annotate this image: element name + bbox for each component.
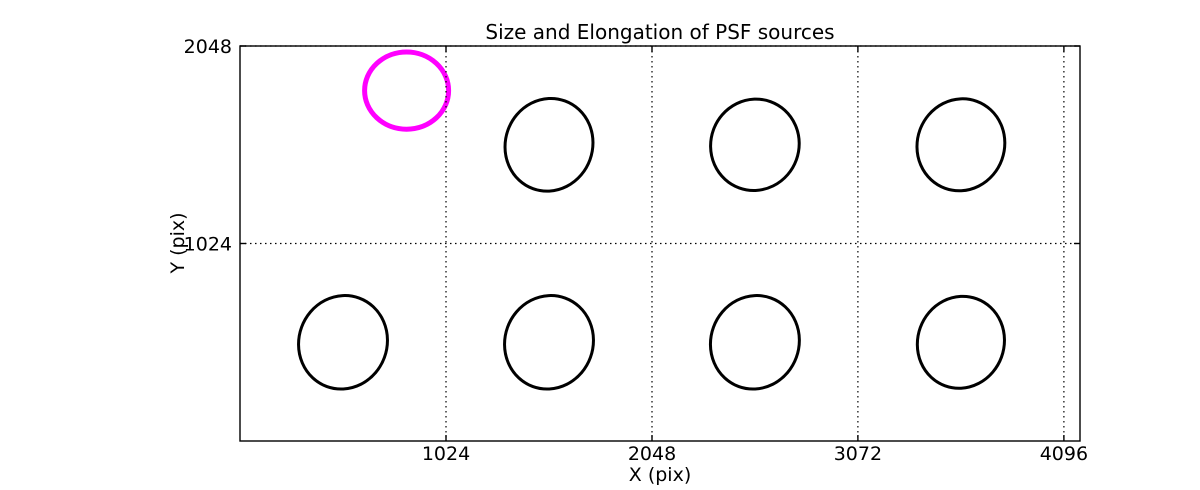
psf-ellipse xyxy=(915,97,1007,193)
tick-labels-layer: 1024 2048 3072 4096 1024 2048 xyxy=(184,36,1088,465)
psf-ellipse-highlighted xyxy=(362,49,452,132)
x-tick-label-3072: 3072 xyxy=(834,443,882,465)
ellipses-layer xyxy=(297,49,1007,391)
plot-title: Size and Elongation of PSF sources xyxy=(485,20,834,44)
psf-ellipse xyxy=(915,294,1006,390)
ticks-layer xyxy=(240,45,1080,441)
psf-ellipse xyxy=(708,294,801,391)
y-axis-label: Y (pix) xyxy=(167,212,189,274)
x-tick-label-1024: 1024 xyxy=(422,443,470,465)
x-tick-label-2048: 2048 xyxy=(628,443,676,465)
psf-ellipse xyxy=(709,97,801,192)
y-tick-label-2048: 2048 xyxy=(184,36,232,58)
psf-ellipse xyxy=(503,96,595,193)
x-tick-label-4096: 4096 xyxy=(1040,443,1088,465)
psf-ellipse xyxy=(503,294,595,391)
psf-ellipse xyxy=(297,294,389,391)
x-axis-label: X (pix) xyxy=(629,464,691,486)
y-tick-label-1024: 1024 xyxy=(184,234,232,256)
